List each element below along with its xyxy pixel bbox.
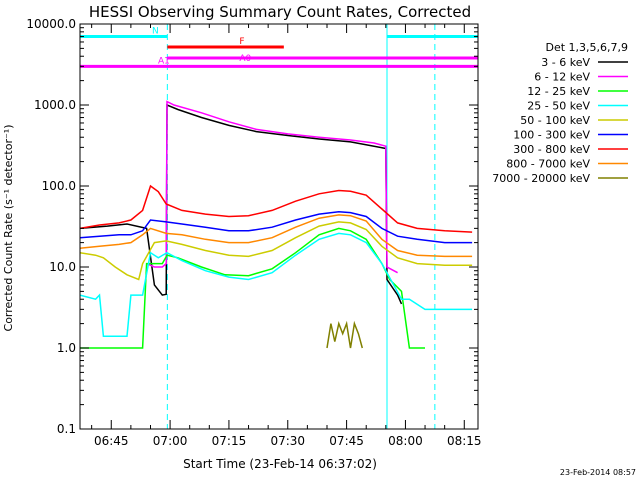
y-tick-label: 10000.0	[26, 17, 76, 31]
chart-title: HESSI Observing Summary Count Rates, Cor…	[89, 3, 471, 21]
x-tick-label: 08:15	[447, 434, 482, 448]
flag-label-3: A1	[158, 56, 170, 66]
timestamp: 23-Feb-2014 08:57	[560, 468, 636, 477]
series-line-8	[326, 320, 364, 349]
x-tick-label: 06:45	[94, 434, 129, 448]
y-axis-label: Corrected Count Rate (s⁻¹ detector⁻¹)	[2, 125, 15, 332]
x-tick-label: 08:00	[388, 434, 423, 448]
x-tick-label: 07:45	[329, 434, 364, 448]
axes: 0.1 1.0 10.0 100.0 1000.0 10000.0 06:45 07:00 07…	[26, 17, 481, 448]
axis-frame	[79, 23, 479, 430]
legend-label-5: 100 - 300 keV	[513, 129, 590, 142]
x-tick-label: 07:00	[153, 434, 188, 448]
legend-label-6: 300 - 800 keV	[513, 143, 590, 156]
legend-label-7: 800 - 7000 keV	[506, 158, 590, 171]
series-line-4	[79, 221, 473, 281]
flag-label-2: A0	[239, 54, 251, 64]
x-tick-label: 07:15	[212, 434, 247, 448]
legend-label-8: 7000 - 20000 keV	[492, 172, 590, 185]
x-tick-label: 07:30	[270, 434, 305, 448]
legend-label-4: 50 - 100 keV	[520, 114, 590, 127]
flag-label-1: F	[239, 37, 244, 47]
legend-label-3: 25 - 50 keV	[527, 100, 590, 113]
y-tick-label: 100.0	[42, 179, 76, 193]
y-tick-label: 0.1	[57, 422, 76, 436]
legend-title: Det 1,3,5,6,7,9	[545, 41, 628, 54]
legend-label-2: 12 - 25 keV	[527, 85, 590, 98]
flag-bars: N F A0 A1	[80, 27, 478, 68]
series-line-2	[79, 227, 425, 349]
y-tick-label: 1000.0	[34, 98, 76, 112]
legend-label-1: 6 - 12 keV	[534, 71, 590, 84]
legend-label-0: 3 - 6 keV	[541, 56, 590, 69]
flag-label-0: N	[152, 27, 159, 37]
series-line-7	[79, 214, 473, 258]
y-tick-label: 10.0	[49, 260, 76, 274]
series-line-3	[79, 232, 473, 337]
series-line-5	[79, 211, 473, 244]
series-line-0	[79, 103, 403, 305]
y-tick-label: 1.0	[57, 341, 76, 355]
plot-area	[79, 24, 473, 429]
x-axis-label: Start Time (23-Feb-14 06:37:02)	[183, 457, 377, 471]
series-line-1	[146, 100, 398, 274]
series-line-6	[79, 184, 473, 233]
